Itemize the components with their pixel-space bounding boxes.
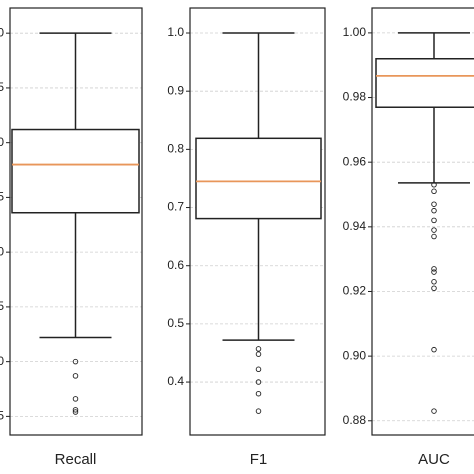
outlier	[431, 188, 437, 195]
y-tick-label: 0.8	[167, 142, 184, 156]
outlier	[431, 266, 437, 272]
outlier	[431, 182, 437, 188]
outlier	[431, 207, 437, 214]
outlier	[431, 346, 437, 353]
outlier	[255, 346, 262, 352]
panel-frame	[9, 7, 143, 436]
y-tick-label: 0.95	[0, 80, 4, 94]
outlier	[255, 390, 262, 397]
y-tick-label: 0.80	[0, 244, 4, 258]
y-tick-label: 1.00	[343, 25, 367, 39]
y-tick-label: 0.9	[167, 83, 184, 97]
outlier	[431, 233, 437, 240]
panel-frame	[189, 7, 326, 436]
outlier	[431, 201, 437, 207]
y-tick-label: 0.7	[167, 200, 184, 214]
outlier	[431, 408, 437, 414]
x-label: F1	[250, 451, 268, 468]
x-label: AUC	[418, 451, 450, 468]
outlier	[431, 269, 437, 275]
box	[375, 57, 474, 108]
outlier	[255, 366, 262, 373]
y-tick-label: 0.70	[0, 354, 4, 368]
outlier	[431, 217, 437, 224]
outlier	[72, 407, 79, 413]
outlier	[72, 396, 79, 402]
outlier	[431, 285, 437, 291]
y-tick-label: 0.90	[343, 348, 367, 362]
outlier	[72, 409, 79, 415]
y-tick-label: 0.94	[343, 219, 367, 233]
y-tick-label: 1.00	[0, 25, 4, 39]
y-tick-label: 0.96	[343, 154, 367, 168]
outlier	[255, 408, 262, 414]
y-tick-label: 0.6	[167, 258, 184, 272]
y-tick-label: 0.88	[343, 413, 367, 427]
y-tick-label: 0.98	[343, 90, 367, 104]
panel-frame	[371, 7, 474, 436]
y-tick-label: 1.0	[167, 25, 184, 39]
box	[11, 128, 140, 214]
outlier	[431, 227, 437, 233]
outlier	[431, 279, 437, 285]
y-tick-label: 0.90	[0, 135, 4, 149]
outlier	[72, 358, 79, 365]
outlier	[255, 379, 262, 385]
y-tick-label: 0.75	[0, 299, 4, 313]
y-tick-label: 0.4	[167, 374, 184, 388]
outlier	[255, 351, 262, 357]
outlier	[72, 373, 79, 379]
y-tick-label: 0.85	[0, 190, 4, 204]
y-tick-label: 0.92	[343, 284, 367, 298]
box	[195, 137, 322, 220]
y-tick-label: 0.5	[167, 316, 184, 330]
x-label: Recall	[55, 451, 97, 468]
y-tick-label: 0.65	[0, 409, 4, 423]
